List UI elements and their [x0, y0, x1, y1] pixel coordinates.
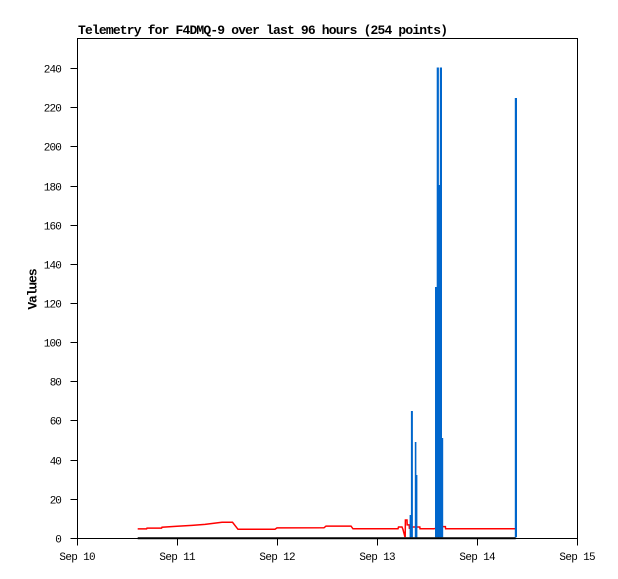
svg-text:Values: Values: [26, 268, 41, 309]
svg-text:200: 200: [44, 143, 62, 155]
svg-text:80: 80: [50, 378, 62, 390]
svg-text:220: 220: [44, 104, 62, 116]
svg-text:180: 180: [44, 183, 62, 195]
svg-text:Sep 15: Sep 15: [559, 552, 595, 564]
svg-text:Sep 11: Sep 11: [159, 552, 196, 564]
svg-text:Sep 10: Sep 10: [59, 552, 95, 564]
svg-text:120: 120: [44, 300, 62, 312]
svg-text:60: 60: [50, 417, 62, 429]
svg-text:240: 240: [44, 65, 62, 77]
svg-text:140: 140: [44, 261, 62, 273]
svg-text:100: 100: [44, 339, 62, 351]
svg-text:0: 0: [55, 535, 62, 547]
svg-text:Sep 13: Sep 13: [359, 552, 395, 564]
svg-text:Sep 12: Sep 12: [259, 552, 295, 564]
svg-text:40: 40: [50, 457, 62, 469]
svg-text:20: 20: [50, 496, 62, 508]
svg-text:Telemetry for F4DMQ-9 over las: Telemetry for F4DMQ-9 over last 96 hours…: [78, 23, 448, 38]
svg-text:160: 160: [44, 222, 62, 234]
svg-text:Sep 14: Sep 14: [459, 552, 496, 564]
